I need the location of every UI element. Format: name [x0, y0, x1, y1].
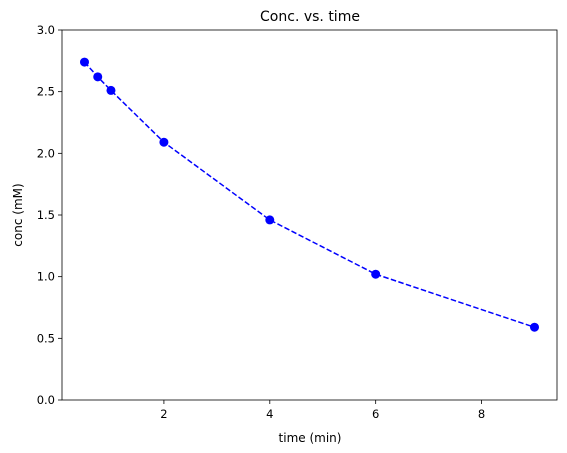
- y-tick-label: 2.0: [37, 146, 55, 160]
- y-axis-label: conc (mM): [11, 183, 25, 246]
- x-tick-label: 8: [478, 407, 485, 421]
- data-point: [530, 322, 539, 332]
- plot-area: [61, 29, 558, 401]
- x-axis-ticks: 2 4 6 8: [160, 400, 485, 421]
- series-line: [83, 61, 535, 328]
- data-point: [265, 215, 275, 225]
- y-tick-label: 2.5: [37, 85, 55, 99]
- x-tick-label: 2: [160, 407, 167, 421]
- y-tick-label: 0.0: [37, 393, 55, 407]
- data-point: [80, 57, 89, 67]
- data-point: [93, 72, 103, 82]
- series-layer: [80, 57, 539, 332]
- y-tick-label: 3.0: [37, 23, 55, 37]
- y-tick-label: 1.5: [37, 208, 55, 222]
- chart-title: Conc. vs. time: [260, 9, 360, 25]
- axes-frame: [61, 29, 558, 401]
- data-point: [106, 85, 116, 95]
- y-tick-label: 1.0: [37, 270, 55, 284]
- y-axis-ticks: 0.0 0.5 1.0 1.5 2.0 2.5 3.0: [37, 23, 62, 407]
- x-tick-label: 6: [372, 407, 379, 421]
- data-point: [159, 137, 169, 147]
- data-point: [371, 269, 381, 279]
- x-axis-label: time (min): [279, 431, 342, 445]
- y-tick-label: 0.5: [37, 331, 55, 345]
- x-tick-label: 4: [266, 407, 273, 421]
